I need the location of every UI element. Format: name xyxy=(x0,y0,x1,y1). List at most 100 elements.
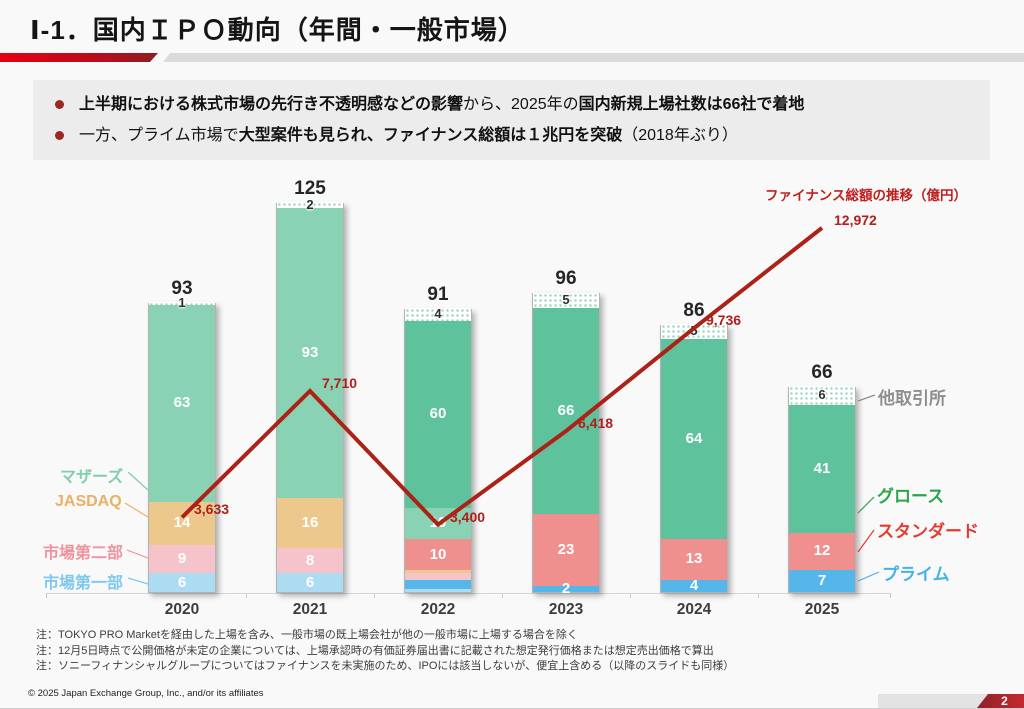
legend-label-right-0: 他取引所 xyxy=(878,389,946,408)
bar-total-label: 91 xyxy=(427,284,449,306)
segment-value-label: 6 xyxy=(305,573,315,591)
bar-segment-スタンダード xyxy=(789,532,855,571)
segment-value-label: 4 xyxy=(434,306,442,322)
bar-segment-市場第一部 xyxy=(149,573,215,592)
finance-value-label: 12,972 xyxy=(834,211,877,228)
year-label-2024: 2024 xyxy=(676,601,712,618)
legend-connector xyxy=(857,496,875,514)
x-axis-tick xyxy=(758,593,759,598)
summary-bullet-2: 一方、プライム市場で大型案件も見られ、ファイナンス総額は１兆円を突破（2018年… xyxy=(51,124,980,147)
x-axis-line xyxy=(46,593,890,594)
bar-total-label: 125 xyxy=(294,178,326,199)
finance-value-label: 6,418 xyxy=(578,415,614,432)
bar-segment-プライム xyxy=(661,579,727,592)
x-axis-tick xyxy=(502,593,503,598)
segment-value-label: 12 xyxy=(813,542,831,560)
legend-connector xyxy=(126,549,149,559)
year-label-2023: 2023 xyxy=(548,601,584,618)
bar-segment-プライム xyxy=(533,585,599,592)
title-underline-red xyxy=(0,53,158,62)
summary-bullet-1-text: 上半期における株式市場の先行き不透明感などの影響から、2025年の国内新規上場社… xyxy=(79,96,805,113)
year-label-2021: 2021 xyxy=(292,601,328,618)
finance-value-label: 3,400 xyxy=(450,508,486,525)
legend-connector xyxy=(857,394,876,402)
bar-2023: 2 23 66 5 96 xyxy=(532,268,600,597)
finance-value-label: 3,633 xyxy=(194,501,230,518)
x-axis-tick xyxy=(246,593,247,598)
bar-segment-スタンダード xyxy=(661,538,727,580)
bar-2025: 7 12 41 6 66 xyxy=(788,362,856,593)
finance-value-label: 7,710 xyxy=(322,374,358,391)
bar-2021: 6 8 16 93 2 125 xyxy=(276,178,344,593)
segment-value-label: 2 xyxy=(561,579,571,597)
legend-label-right-2: スタンダード xyxy=(877,522,979,541)
legend-connector xyxy=(127,577,149,585)
copyright-text: © 2025 Japan Exchange Group, Inc., and/o… xyxy=(28,688,264,699)
segment-value-label: 2 xyxy=(306,197,314,213)
bar-segment-市場第二部 xyxy=(277,548,343,574)
legend-connector xyxy=(124,502,149,518)
legend-label-left-2: 市場第二部 xyxy=(43,545,124,562)
legend-connector xyxy=(857,529,875,553)
footnotes: 注：TOKYO PRO Marketを経由した上場を含み、一般市場の既上場会社が… xyxy=(36,628,734,675)
page-tab-background xyxy=(878,694,990,708)
segment-value-label: 6 xyxy=(818,387,826,403)
legend-label-left-0: マザーズ xyxy=(60,469,124,486)
segment-value-label: 7 xyxy=(817,572,827,590)
segment-value-label: 23 xyxy=(557,540,575,558)
legend-label-left-3: 市場第一部 xyxy=(43,575,124,592)
legend-connector xyxy=(127,471,149,491)
year-label-2025: 2025 xyxy=(804,601,840,618)
bar-2020: 6 9 14 63 1 93 xyxy=(148,278,216,593)
finance-value-label: 9,736 xyxy=(706,312,742,329)
x-axis-tick xyxy=(890,593,891,598)
segment-value-label: 64 xyxy=(685,430,703,448)
segment-value-label: 10 xyxy=(429,545,447,563)
segment-value-label: 8 xyxy=(305,551,315,569)
finance-line-title: ファイナンス総額の推移（億円） xyxy=(765,188,967,203)
ipo-stacked-bar-chart: ファイナンス総額の推移（億円） 6 9 14 63 1 93 2020 6 8 16 93 2 125 2… xyxy=(0,175,1024,625)
segment-value-label: 41 xyxy=(813,459,831,477)
legend-connector xyxy=(857,571,880,582)
segment-value-label: 60 xyxy=(429,405,447,423)
title-underline-gray xyxy=(163,53,1024,62)
note-line-3: 注：ソニーフィナンシャルグループについてはファイナンスを未実施のため、IPOには… xyxy=(36,660,735,672)
bar-segment-プライム xyxy=(789,570,855,592)
bar-2022: 10 10 60 4 91 xyxy=(404,284,472,593)
page-title: Ⅰ-1．国内ＩＰＯ動向（年間・一般市場） xyxy=(30,15,525,45)
segment-value-label: 93 xyxy=(301,344,319,362)
note-line-2: 注：12月5日時点で公開価格が未定の企業については、上場承認時の有価証券届出書に… xyxy=(36,644,714,657)
summary-bullet-1: 上半期における株式市場の先行き不透明感などの影響から、2025年の国内新規上場社… xyxy=(51,93,980,116)
x-axis-tick xyxy=(630,593,631,598)
bar-segment-市場第二部 xyxy=(405,573,471,580)
bar-segment-市場第一部 xyxy=(277,573,343,592)
bar-segment-他取引所 xyxy=(277,202,343,209)
note-line-1: 注：TOKYO PRO Marketを経由した上場を含み、一般市場の既上場会社が… xyxy=(36,629,578,641)
bar-segment-市場第一部 xyxy=(405,588,471,592)
bar-2024: 4 13 64 5 86 xyxy=(660,300,728,594)
year-label-2020: 2020 xyxy=(164,601,200,618)
bar-total-label: 96 xyxy=(555,268,577,290)
segment-value-label: 13 xyxy=(685,550,703,568)
bar-total-label: 66 xyxy=(811,362,833,384)
legend-label-left-1: JASDAQ xyxy=(55,493,122,510)
x-axis-tick xyxy=(374,593,375,598)
summary-box: 上半期における株式市場の先行き不透明感などの影響から、2025年の国内新規上場社… xyxy=(33,80,990,160)
legend-label-right-3: プライム xyxy=(882,565,950,584)
year-label-2022: 2022 xyxy=(420,601,456,618)
segment-value-label: 9 xyxy=(177,550,187,568)
bar-segment-プライム xyxy=(405,579,471,589)
segment-value-label: 63 xyxy=(173,394,191,412)
segment-value-label: 5 xyxy=(562,292,570,308)
segment-value-label: 1 xyxy=(178,295,186,311)
bullet-icon xyxy=(55,131,64,140)
bar-segment-スタンダード xyxy=(405,538,471,571)
bullet-icon xyxy=(55,100,64,109)
bar-segment-市場第二部 xyxy=(149,545,215,574)
segment-value-label: 16 xyxy=(301,514,319,532)
page-number-badge: 2 xyxy=(977,694,1024,708)
bar-segment-JASDAQ xyxy=(405,570,471,574)
x-axis-tick xyxy=(46,593,47,598)
segment-value-label: 6 xyxy=(177,573,187,591)
